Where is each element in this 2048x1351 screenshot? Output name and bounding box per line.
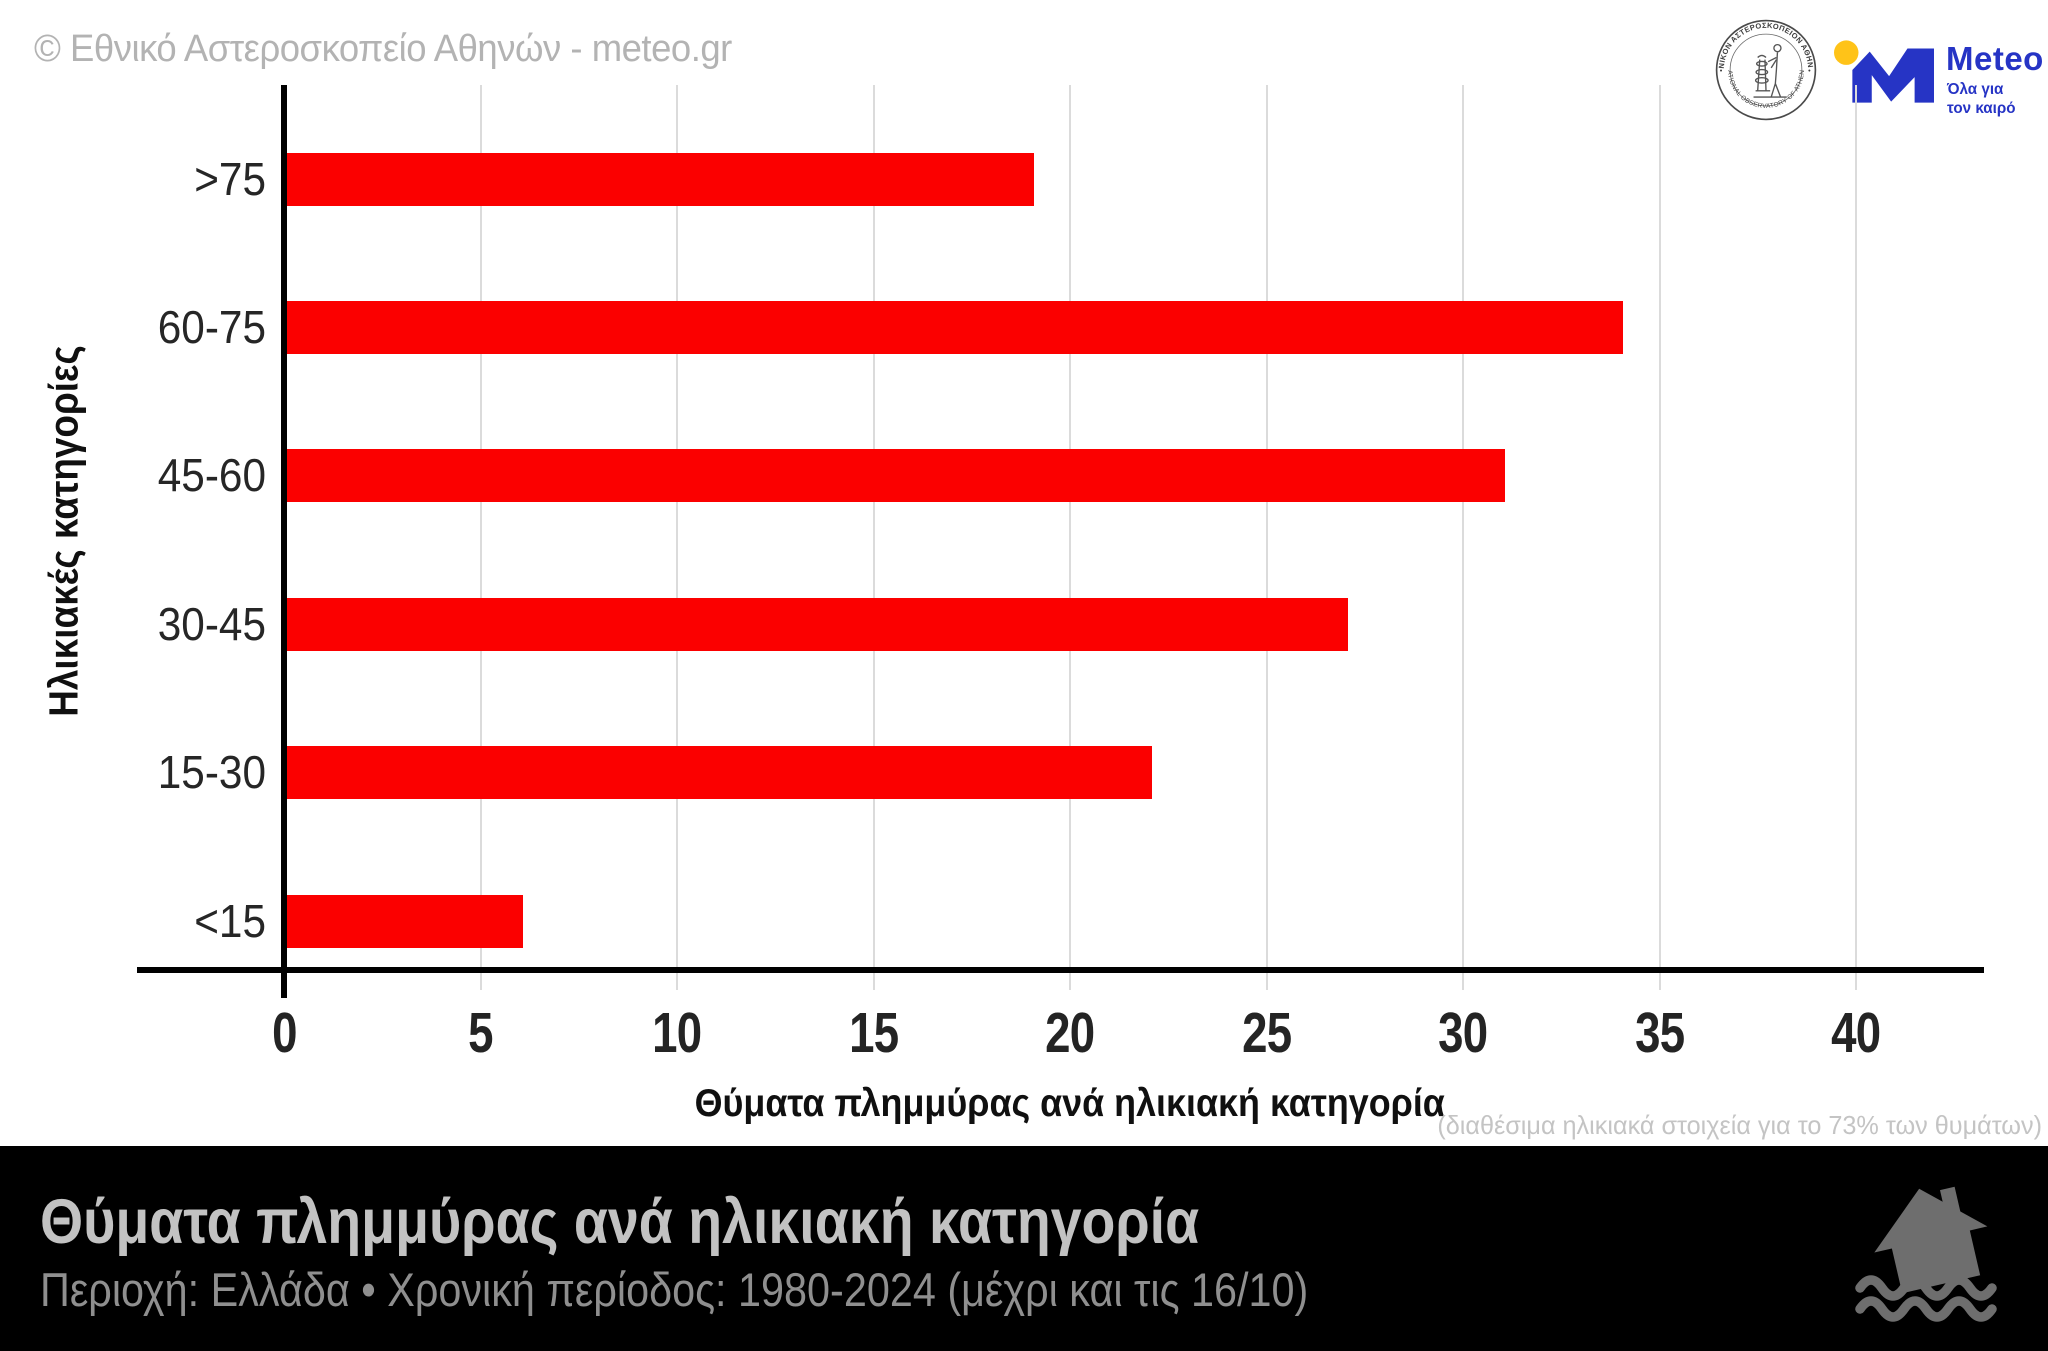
seal-engraving — [1753, 43, 1787, 98]
flooded-house-icon — [1855, 1186, 1997, 1322]
seal-star-right: • — [1808, 66, 1811, 75]
category-label-60-75: 60-75 — [157, 300, 266, 353]
category-label-30-45: 30-45 — [157, 597, 266, 650]
observatory-seal-logo: ΕΘΝΙΚΟΝ ΑΣΤΕΡΟΣΚΟΠΕΙΟΝ ΑΘΗΝΩΝ NATIONAL O… — [1714, 18, 1817, 121]
gridline-x-30 — [1462, 85, 1464, 990]
gridline-x-25 — [1265, 85, 1268, 990]
meteo-m-icon — [1834, 40, 1934, 103]
category-label->75: >75 — [194, 152, 266, 205]
bar-60-75 — [287, 300, 1624, 354]
x-tick-label-20: 20 — [970, 1000, 1170, 1066]
gridline-x-35 — [1658, 85, 1661, 990]
x-tick-value: 15 — [848, 1001, 899, 1065]
gridline-x-5 — [479, 85, 482, 990]
gridline-x-10 — [676, 85, 678, 990]
footer-bar: Θύματα πλημμύρας ανά ηλικιακή κατηγορία … — [0, 1146, 2048, 1351]
seal-star-left: • — [1720, 66, 1723, 75]
gridline-x-20 — [1069, 85, 1071, 990]
x-tick-label-15: 15 — [774, 1000, 974, 1066]
x-tick-label-35: 35 — [1560, 1000, 1760, 1066]
x-tick-label-10: 10 — [577, 1000, 777, 1066]
meteo-logo: Meteo Όλα για τον καιρό — [1834, 38, 2046, 117]
x-tick-value: 10 — [652, 1001, 702, 1065]
category-label-45-60: 45-60 — [157, 449, 266, 502]
meteo-logo-tagline: Όλα για τον καιρό — [1947, 81, 2016, 117]
gridline-x-40 — [1855, 85, 1857, 990]
x-axis-title: Θύματα πλημμύρας ανά ηλικιακή κατηγορία — [694, 1082, 1446, 1125]
x-tick-value: 40 — [1831, 1001, 1881, 1065]
x-tick-value: 30 — [1438, 1001, 1488, 1065]
x-tick-label-25: 25 — [1167, 1000, 1367, 1066]
copyright-text: © Εθνικό Αστεροσκοπείο Αθηνών - meteo.gr — [34, 28, 732, 70]
data-availability-note: (διαθέσιμα ηλικιακά στοιχεία για το 73% … — [1437, 1110, 2042, 1140]
x-tick-value: 5 — [468, 1001, 493, 1065]
category-label-<15: <15 — [194, 894, 266, 947]
x-tick-label-5: 5 — [381, 1000, 581, 1066]
x-tick-value: 25 — [1241, 1001, 1292, 1065]
x-tick-value: 35 — [1634, 1001, 1685, 1065]
bar->75 — [287, 152, 1034, 206]
category-label-15-30: 15-30 — [157, 746, 266, 799]
bar-45-60 — [287, 449, 1506, 503]
bar-30-45 — [287, 597, 1349, 651]
y-axis-line — [281, 85, 287, 998]
x-axis-line — [137, 967, 1984, 973]
footer-subtitle: Περιοχή: Ελλάδα • Χρονική περίοδος: 1980… — [40, 1263, 1309, 1316]
y-axis-title: Ηλικιακές κατηγορίες — [40, 345, 87, 717]
bar-15-30 — [287, 746, 1152, 800]
bar-<15 — [287, 894, 523, 948]
x-tick-label-40: 40 — [1756, 1000, 1956, 1066]
meteo-logo-name: Meteo — [1946, 40, 2044, 77]
x-tick-value: 0 — [271, 1001, 297, 1065]
footer-title: Θύματα πλημμύρας ανά ηλικιακή κατηγορία — [40, 1187, 1200, 1257]
x-tick-label-0: 0 — [184, 1000, 384, 1066]
x-tick-value: 20 — [1045, 1001, 1095, 1065]
gridline-x-15 — [872, 85, 875, 990]
x-tick-label-30: 30 — [1363, 1000, 1563, 1066]
